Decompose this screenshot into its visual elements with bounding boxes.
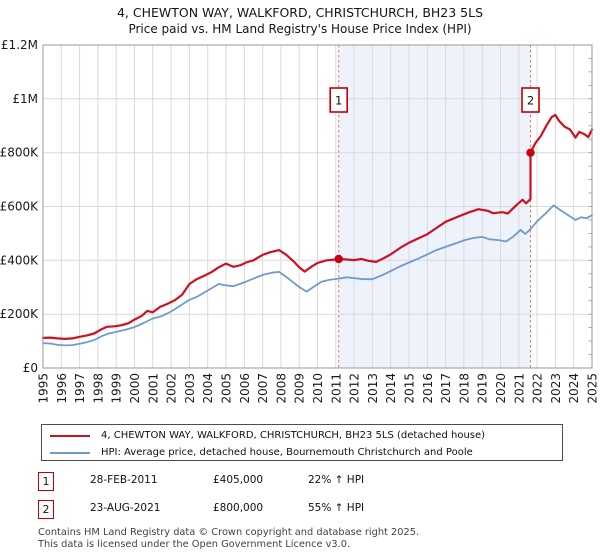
- x-tick-label: 2002: [165, 373, 179, 404]
- x-tick-label: 2013: [366, 373, 380, 404]
- transaction-row-1: 1 28-FEB-2011 £405,000 22% ↑ HPI: [38, 472, 578, 492]
- y-tick-label: £800K: [0, 146, 39, 160]
- x-tick-label: 2015: [403, 373, 417, 404]
- x-tick-label: 2000: [128, 373, 142, 404]
- y-tick-label: £200K: [0, 307, 39, 321]
- x-tick-label: 2021: [512, 373, 526, 404]
- price-paid-line: [41, 113, 594, 340]
- sale-marker-1-box: [329, 87, 349, 113]
- x-tick-label: 2022: [531, 373, 545, 404]
- y-tick-label: £400K: [0, 253, 39, 267]
- x-tick-label: 2020: [494, 373, 508, 404]
- page-subtitle: Price paid vs. HM Land Registry's House …: [128, 22, 472, 36]
- transaction-1-hpi-change: 22% ↑ HPI: [308, 474, 365, 486]
- sale-marker-2-box: [521, 87, 540, 113]
- x-tick-label: 2007: [256, 373, 270, 404]
- sale-marker-2-number: 2: [527, 94, 534, 108]
- legend-item-property: 4, CHEWTON WAY, WALKFORD, CHRISTCHURCH, …: [42, 427, 485, 444]
- x-tick-label: 2014: [384, 373, 398, 404]
- x-tick-label: 2016: [421, 373, 435, 404]
- x-tick-label: 2003: [183, 373, 197, 404]
- x-tick-label: 2008: [274, 373, 288, 404]
- legend-label-property: 4, CHEWTON WAY, WALKFORD, CHRISTCHURCH, …: [101, 430, 486, 441]
- page-title: 4, CHEWTON WAY, WALKFORD, CHRISTCHURCH, …: [116, 5, 484, 20]
- x-tick-label: 2012: [348, 373, 362, 404]
- x-tick-label: 2011: [329, 373, 343, 404]
- transaction-2-price: £800,000: [213, 502, 264, 514]
- x-tick-label: 2009: [293, 373, 307, 404]
- x-tick-label: 2004: [201, 373, 215, 404]
- license-footer: Contains HM Land Registry data © Crown c…: [38, 527, 419, 551]
- x-tick-label: 2006: [238, 373, 252, 404]
- x-tick-label: 2005: [220, 373, 234, 404]
- transaction-1-marker: 1: [38, 472, 54, 491]
- x-tick-label: 1997: [73, 373, 87, 404]
- transaction-2-date: 23-AUG-2021: [90, 502, 161, 514]
- chart-legend: 4, CHEWTON WAY, WALKFORD, CHRISTCHURCH, …: [41, 424, 563, 461]
- legend-item-hpi: HPI: Average price, detached house, Bour…: [42, 444, 473, 461]
- x-tick-label: 2010: [311, 373, 325, 404]
- property-line-swatch: [50, 434, 90, 437]
- x-tick-label: 1995: [37, 373, 51, 404]
- transaction-2-marker: 2: [38, 500, 54, 519]
- transaction-row-2: 2 23-AUG-2021 £800,000 55% ↑ HPI: [38, 500, 578, 520]
- hpi-line-swatch: [50, 451, 90, 454]
- sale-2-dot: [526, 148, 535, 157]
- x-tick-label: 2024: [567, 373, 581, 404]
- y-tick-label: £1.2M: [1, 38, 38, 52]
- x-tick-label: 2025: [586, 373, 600, 404]
- x-tick-label: 2001: [146, 373, 160, 404]
- x-tick-label: 1996: [55, 373, 69, 404]
- x-tick-label: 2023: [549, 373, 563, 404]
- transaction-1-price: £405,000: [213, 474, 264, 486]
- y-tick-label: £1M: [12, 92, 38, 106]
- x-tick-label: 1998: [91, 373, 105, 404]
- price-chart: 1 2 £0 £200K £400K £600K £800K £1M £1.2M 1995 1996…: [0, 38, 600, 404]
- x-tick-label: 2017: [439, 373, 453, 404]
- footer-line-1: Contains HM Land Registry data © Crown c…: [38, 527, 420, 538]
- x-tick-label: 2018: [457, 373, 471, 404]
- y-tick-label: £600K: [0, 200, 39, 214]
- y-tick-label: £0: [23, 361, 38, 375]
- x-tick-label: 2019: [476, 373, 490, 404]
- footer-line-2: This data is licensed under the Open Gov…: [38, 538, 351, 550]
- legend-label-hpi: HPI: Average price, detached house, Bour…: [101, 447, 473, 458]
- x-tick-label: 1999: [110, 373, 124, 404]
- transaction-1-date: 28-FEB-2011: [90, 474, 158, 486]
- transaction-2-hpi-change: 55% ↑ HPI: [308, 502, 365, 514]
- hpi-line: [42, 204, 593, 347]
- sale-1-dot: [334, 254, 343, 264]
- sale-marker-1-number: 1: [335, 94, 342, 108]
